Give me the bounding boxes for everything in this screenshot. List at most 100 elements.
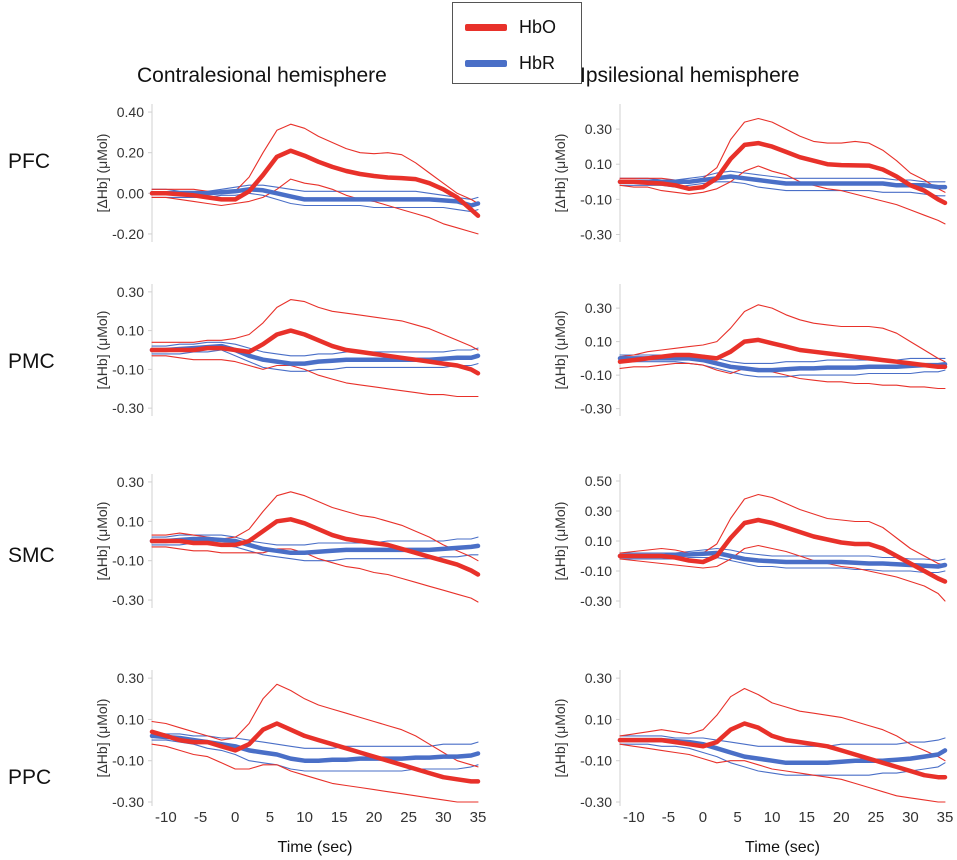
- panel-pmc-ipsi-y-tick-label: 0.30: [585, 300, 612, 316]
- panel-pmc-contra-series-hbr-lower: [151, 349, 479, 372]
- legend-box: HbO HbR: [452, 2, 582, 84]
- row-label-pmc: PMC: [8, 350, 55, 373]
- panel-smc-ipsi-series-hbo: [617, 517, 948, 584]
- panel-ppc-contra-y-tick-label: -0.30: [112, 794, 144, 810]
- panel-smc-contra-y-tick-label: -0.30: [112, 592, 144, 608]
- legend-swatch-hbo: [465, 24, 507, 31]
- panel-pfc-ipsi-series-hbo: [617, 140, 948, 206]
- panel-smc-ipsi-series-hbo-upper: [619, 493, 946, 566]
- panel-ppc-contra-y-axis-label: [ΔHb] (μMol): [94, 699, 110, 778]
- panel-pfc-ipsi-y-tick-label: 0.30: [585, 121, 612, 137]
- panel-pmc-contra-y-tick-label: 0.30: [117, 284, 144, 300]
- legend-label-hbr: HbR: [519, 53, 556, 73]
- panel-smc-contra-y-axis-label: [ΔHb] (μMol): [94, 502, 110, 581]
- panel-pfc-contra-y-tick-label: 0.00: [117, 185, 144, 201]
- panel-ppc-ipsi-x-tick-label: 15: [798, 809, 815, 826]
- panel-ppc-ipsi-x-axis-label: Time (sec): [745, 839, 820, 856]
- panel-pmc-ipsi-series-hbo: [617, 337, 948, 370]
- panel-pmc-contra-series-hbo-lower: [151, 355, 479, 398]
- panel-pmc-contra-series-hbr-upper: [151, 341, 479, 357]
- panel-ppc-ipsi-series-hbr-lower: [619, 743, 946, 776]
- panel-ppc-contra-y-tick-label: 0.10: [117, 711, 144, 727]
- panel-ppc-ipsi-y-tick-label: -0.10: [580, 753, 612, 769]
- legend-item-hbr: HbR: [465, 53, 555, 74]
- panel-ppc-ipsi-x-tick-label: -5: [662, 809, 675, 826]
- panel-smc-contra-y-tick-label: 0.30: [117, 474, 144, 490]
- panel-ppc-ipsi-series-hbr-upper: [619, 735, 946, 747]
- panel-ppc-contra-x-tick-label: 0: [231, 809, 239, 826]
- panel-pmc-contra-y-tick-label: 0.10: [117, 323, 144, 339]
- panel-pfc-ipsi-series-hbo-lower: [619, 165, 946, 225]
- panel-smc-contra-series-hbr-upper: [151, 534, 479, 546]
- panel-pfc-ipsi-y-tick-label: 0.10: [585, 156, 612, 172]
- row-label-pfc: PFC: [8, 150, 50, 173]
- panel-pmc-ipsi-y-tick-label: 0.10: [585, 334, 612, 350]
- panel-pfc-contra-series-hbo: [149, 148, 481, 218]
- panel-ppc-ipsi-series-hbo-upper: [619, 687, 946, 762]
- panel-ppc-ipsi-series-hbo-lower: [619, 743, 946, 803]
- panel-ppc-contra-x-tick-label: 10: [296, 809, 313, 826]
- legend-label-hbo: HbO: [519, 17, 557, 37]
- panel-pmc-ipsi-series-hbr: [617, 356, 948, 373]
- panel-ppc-ipsi-x-tick-label: 5: [733, 809, 741, 826]
- panel-pmc-ipsi-y-tick-label: -0.30: [580, 401, 612, 417]
- panel-pmc-ipsi-series-hbo-upper: [619, 304, 946, 363]
- panel-pmc-ipsi-series-hbr-lower: [619, 361, 946, 378]
- panel-ppc-contra-x-tick-label: -10: [155, 809, 177, 826]
- panel-pfc-contra-y-axis-label: [ΔHb] (μMol): [94, 134, 110, 213]
- panel-ppc-ipsi-x-tick-label: 10: [764, 809, 781, 826]
- panel-smc-ipsi-series-hbo-lower: [619, 544, 946, 602]
- panel-ppc-contra-x-axis-label: Time (sec): [278, 839, 353, 856]
- panel-ppc-contra-x-tick-label: 15: [331, 809, 348, 826]
- panel-ppc-contra-x-tick-label: 25: [400, 809, 417, 826]
- panel-ppc-ipsi-y-tick-label: -0.30: [580, 794, 612, 810]
- panel-pfc-ipsi-y-tick-label: -0.30: [580, 226, 612, 242]
- panel-ppc-contra-x-tick-label: -5: [194, 809, 207, 826]
- panel-ppc-contra-x-tick-label: 30: [435, 809, 452, 826]
- panel-smc-ipsi-y-tick-label: 0.10: [585, 533, 612, 549]
- panel-ppc-contra-x-tick-label: 20: [366, 809, 383, 826]
- panel-smc-contra-y-tick-label: -0.10: [112, 553, 144, 569]
- panel-ppc-ipsi-x-tick-label: 25: [868, 809, 885, 826]
- panel-ppc-contra-series-hbr-lower: [151, 739, 479, 772]
- legend-swatch-hbr: [465, 60, 507, 67]
- panel-ppc-contra-x-tick-label: 35: [470, 809, 487, 826]
- panel-pmc-contra-y-axis-label: [ΔHb] (μMol): [94, 311, 110, 390]
- column-title-contralesional: Contralesional hemisphere: [137, 64, 387, 87]
- panel-ppc-contra-x-tick-label: 5: [266, 809, 274, 826]
- panel-smc-ipsi-y-tick-label: -0.10: [580, 563, 612, 579]
- panel-pfc-ipsi-y-axis-label: [ΔHb] (μMol): [552, 134, 568, 213]
- panel-ppc-ipsi-y-axis-label: [ΔHb] (μMol): [552, 699, 568, 778]
- panel-pmc-contra-y-tick-label: -0.30: [112, 400, 144, 416]
- panel-pmc-ipsi-series-hbo-lower: [619, 362, 946, 390]
- row-label-ppc: PPC: [8, 766, 52, 789]
- panel-pmc-contra-y-tick-label: -0.10: [112, 361, 144, 377]
- panel-ppc-contra-series-hbo-upper: [151, 683, 479, 768]
- panel-pfc-contra-series-hbr: [149, 187, 481, 208]
- panel-ppc-ipsi-y-tick-label: 0.10: [585, 711, 612, 727]
- panel-ppc-contra-series-hbo-lower: [151, 743, 479, 803]
- panel-ppc-ipsi-x-tick-label: 0: [699, 809, 707, 826]
- column-title-ipsilesional: Ipsilesional hemisphere: [580, 64, 800, 87]
- panel-pmc-ipsi-y-axis-label: [ΔHb] (μMol): [552, 311, 568, 390]
- row-label-smc: SMC: [8, 544, 55, 567]
- panel-ppc-ipsi-x-tick-label: -10: [623, 809, 645, 826]
- legend-item-hbo: HbO: [465, 17, 556, 38]
- panel-ppc-ipsi-x-tick-label: 20: [833, 809, 850, 826]
- panel-ppc-ipsi-y-tick-label: 0.30: [585, 670, 612, 686]
- panel-ppc-contra-y-tick-label: -0.10: [112, 753, 144, 769]
- panel-ppc-ipsi-x-tick-label: 30: [902, 809, 919, 826]
- panel-pmc-ipsi-y-tick-label: -0.10: [580, 367, 612, 383]
- panel-pfc-contra-series-hbo-lower: [151, 178, 479, 235]
- panel-smc-ipsi-y-tick-label: 0.50: [585, 473, 612, 489]
- panel-pfc-contra-y-tick-label: 0.40: [117, 104, 144, 120]
- panel-ppc-ipsi-series-hbo: [617, 721, 948, 780]
- panel-pmc-contra-series-hbo: [149, 328, 481, 376]
- panel-smc-ipsi-y-axis-label: [ΔHb] (μMol): [552, 502, 568, 581]
- panel-pfc-contra-y-tick-label: 0.20: [117, 145, 144, 161]
- panel-ppc-ipsi-x-tick-label: 35: [937, 809, 954, 826]
- panel-smc-contra-y-tick-label: 0.10: [117, 513, 144, 529]
- panel-pfc-ipsi-y-tick-label: -0.10: [580, 191, 612, 207]
- panel-smc-contra-series-hbo-lower: [151, 546, 479, 603]
